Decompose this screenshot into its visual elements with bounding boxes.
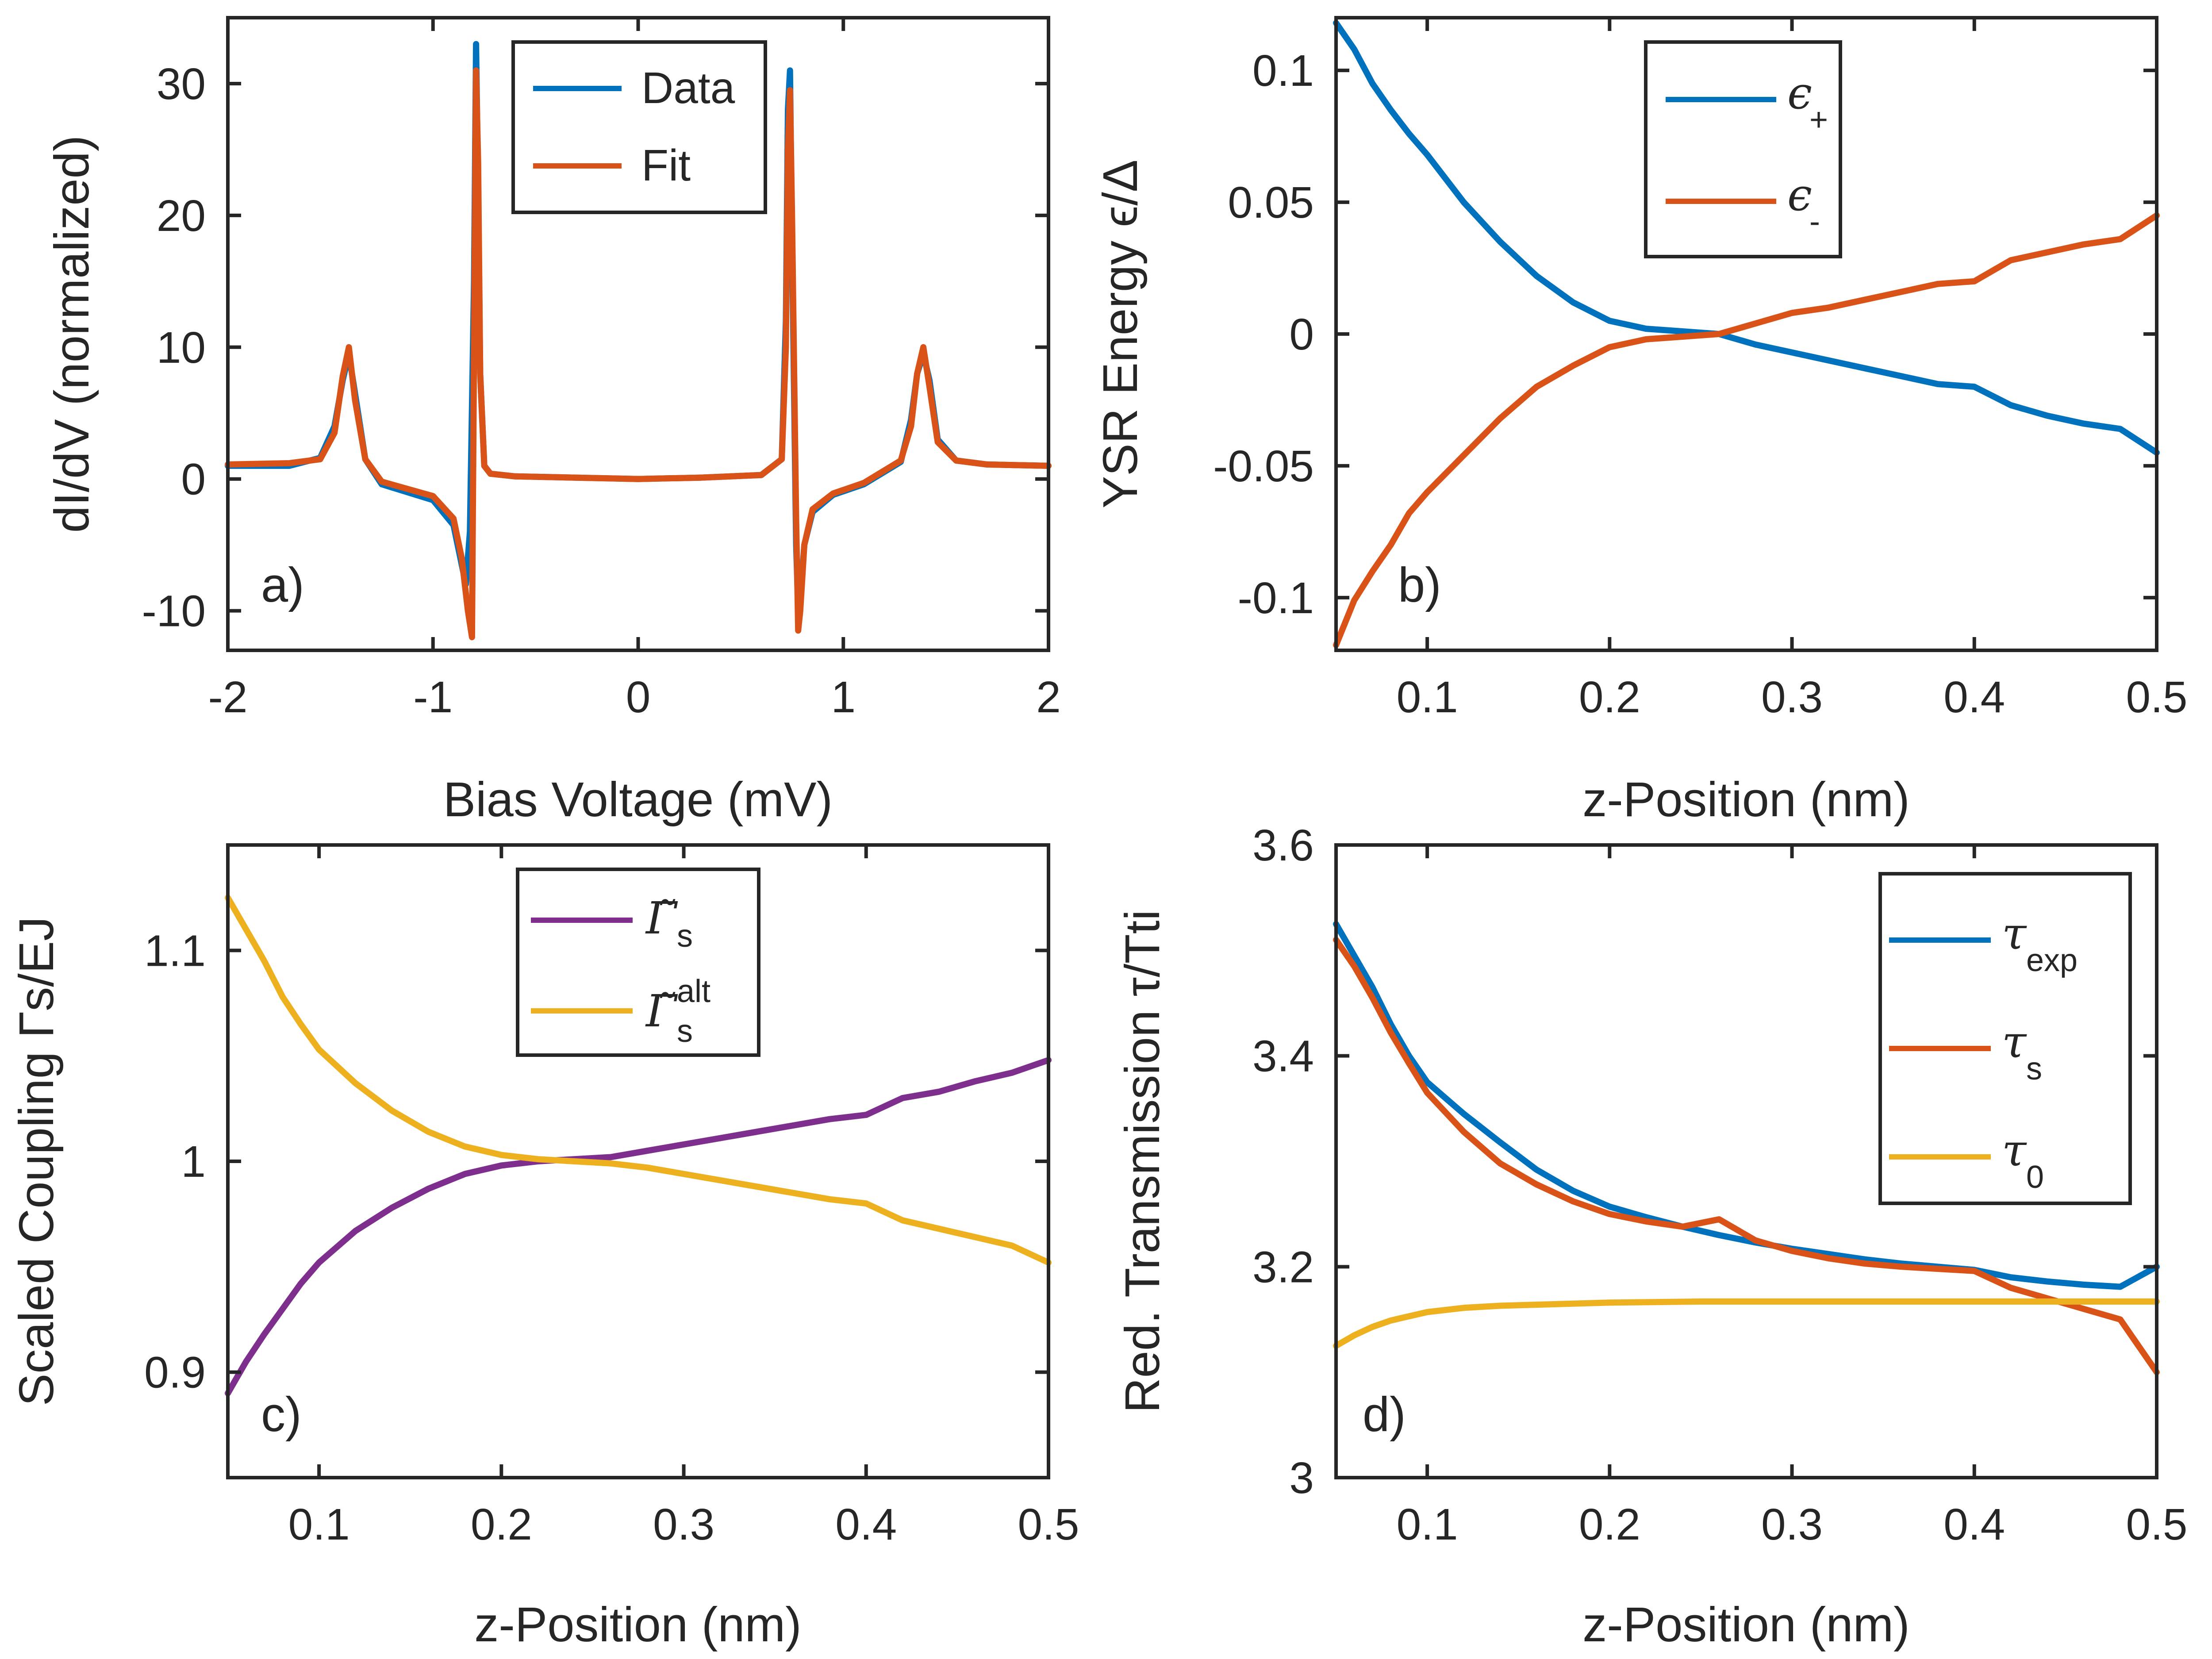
panel-d-ytick-label: 3.4: [1252, 1032, 1314, 1081]
panel-b-legend: ϵ + ϵ -: [1644, 40, 1842, 258]
panel-c-axes-frame: [226, 843, 1050, 1479]
panel-b-series-group: [1333, 19, 2160, 649]
panel-b-axes-frame: [1334, 16, 2158, 652]
panel-c-legend-sub-gamma-alt: s: [677, 1014, 693, 1049]
panel-b-ytick-label: -0.1: [1238, 573, 1314, 623]
panel-d-legend-sub-texp: exp: [2026, 943, 2078, 978]
panel-a-ytick-label: 10: [157, 323, 206, 373]
panel-c-ytick-label: 1.1: [144, 926, 206, 975]
panel-d-series-s-line: [1333, 937, 2160, 1375]
panel-c-legend: Γ̃ s Γ̃ s alt: [516, 868, 760, 1057]
panel-b-legend-label-eplus: ϵ: [1787, 67, 1812, 119]
panel-b-ticks-group: 0.1 0.2 0.3 0.4 0.5 -0.1 -0.05 0 0.05 0.1: [1213, 18, 2188, 722]
panel-c-legend-sup-gamma-alt: alt: [677, 974, 710, 1009]
panel-b-xtick-label: 0.4: [1943, 672, 2005, 722]
panel-b-legend-sub-eminus: -: [1809, 204, 1820, 239]
panel-a-series-group: [225, 41, 1052, 641]
panel-a-legend: Data Fit: [511, 40, 767, 214]
panel-a-legend-label-fit: Fit: [641, 141, 691, 190]
panel-b-xtick-label: 0.3: [1761, 672, 1823, 722]
panel-b-label: b): [1398, 558, 1441, 612]
panel-d-ylabel: Red. Transmission τ/Tti: [1115, 910, 1170, 1413]
panel-b-series-series-line: [1333, 212, 2160, 649]
panel-b-ylabel: YSR Energy ϵ/Δ: [1093, 160, 1148, 508]
panel-d-series-group: [1333, 921, 2160, 1375]
panel-d-legend-sub-t0: 0: [2026, 1160, 2044, 1195]
panel-c-xtick-label: 0.3: [653, 1500, 714, 1549]
panel-a-xlabel: Bias Voltage (mV): [443, 772, 833, 827]
panel-a-legend-label-data: Data: [641, 63, 735, 113]
panel-c-series-group: [225, 895, 1052, 1397]
panel-d-legend-sub-ts: s: [2026, 1051, 2042, 1087]
panel-d-ytick-label: 3.2: [1252, 1242, 1314, 1292]
panel-c-xtick-label: 0.5: [1018, 1500, 1079, 1549]
panel-c-legend-label-gamma-alt: Γ̃: [645, 985, 678, 1037]
panel-d: 0.1 0.2 0.3 0.4 0.5 3 3.2 3.4 3.6 z-Position (nm…: [1115, 821, 2188, 1652]
panel-d-axes-frame: [1334, 843, 2158, 1479]
panel-d-ytick-label: 3: [1289, 1453, 1314, 1503]
panel-d-label: d): [1363, 1387, 1406, 1442]
panel-a-ytick-label: 30: [157, 59, 206, 109]
panel-c-ytick-label: 1: [181, 1137, 206, 1187]
panel-b-legend-sub-eplus: +: [1809, 102, 1828, 138]
panel-c-xtick-label: 0.2: [471, 1500, 532, 1549]
panel-b-ytick-label: 0: [1289, 310, 1314, 359]
panel-d-xtick-label: 0.2: [1579, 1500, 1640, 1549]
panel-b-xtick-label: 0.5: [2126, 672, 2187, 722]
panel-d-xtick-label: 0.4: [1943, 1500, 2005, 1549]
panel-b-xtick-label: 0.1: [1397, 672, 1458, 722]
panel-a-legend-box: [511, 40, 767, 214]
panel-a-xtick-label: 2: [1036, 672, 1061, 722]
panel-d-xtick-label: 0.1: [1397, 1500, 1458, 1549]
panel-c-xtick-label: 0.4: [835, 1500, 897, 1549]
panel-c-ticks-group: 0.1 0.2 0.3 0.4 0.5 0.9 1 1.1: [144, 845, 1079, 1549]
panel-a-xtick-label: 1: [831, 672, 856, 722]
panel-d-legend-label-ts: τ: [2002, 1016, 2027, 1068]
panel-c-legend-label-gamma: Γ̃: [645, 892, 678, 944]
panel-d-xlabel: z-Position (nm): [1582, 1598, 1910, 1652]
panel-a-series-fit-line: [225, 67, 1052, 641]
panel-a-ytick-label: 0: [181, 455, 206, 504]
panel-c-series-s-alt-line: [225, 895, 1052, 1266]
panel-a-ytick-label: 20: [157, 191, 206, 241]
panel-d-legend-label-texp: τ: [2002, 908, 2027, 960]
panel-d-series-0-line: [1333, 1298, 2160, 1349]
panel-c-legend-sub-gamma: s: [677, 918, 693, 954]
panel-d-legend: τ exp τ s τ 0: [1878, 872, 2132, 1205]
panel-c-ytick-label: 0.9: [144, 1348, 206, 1398]
panel-b-ytick-label: 0.05: [1228, 178, 1314, 227]
panel-c-ylabel: Scaled Coupling Γs/EJ: [9, 917, 64, 1406]
panel-c-xtick-label: 0.1: [288, 1500, 350, 1549]
panel-d-xtick-label: 0.5: [2126, 1500, 2187, 1549]
panel-a-xtick-label: -1: [413, 672, 453, 722]
panel-b-ytick-label: -0.05: [1213, 442, 1314, 491]
panel-a-label: a): [261, 558, 304, 612]
panel-b-ytick-label: 0.1: [1252, 46, 1314, 96]
panel-c-series-s-line: [225, 1057, 1052, 1397]
panel-b-xtick-label: 0.2: [1579, 672, 1640, 722]
panel-d-legend-box: [1878, 872, 2132, 1205]
panel-c-legend-box: [516, 868, 760, 1057]
panel-a-ylabel: dI/dV (normalized): [45, 135, 99, 533]
panel-a-axes-frame: [226, 16, 1050, 652]
panel-a-xtick-label: -2: [208, 672, 248, 722]
panel-b: 0.1 0.2 0.3 0.4 0.5 -0.1 -0.05 0 0.05 0.1 z-Posit…: [1093, 16, 2188, 827]
panel-d-legend-label-t0: τ: [2002, 1125, 2027, 1176]
panel-a-xtick-label: 0: [626, 672, 651, 722]
panel-b-xlabel: z-Position (nm): [1582, 772, 1910, 827]
panel-c-label: c): [261, 1387, 302, 1442]
panel-c-xlabel: z-Position (nm): [474, 1598, 802, 1652]
panel-d-series-exp-line: [1333, 921, 2160, 1290]
panel-a-ytick-label: -10: [142, 587, 206, 636]
panel-b-legend-label-eminus: ϵ: [1787, 169, 1812, 221]
panel-b-legend-box: [1644, 40, 1842, 258]
panel-d-ytick-label: 3.6: [1252, 821, 1314, 870]
panel-d-ticks-group: 0.1 0.2 0.3 0.4 0.5 3 3.2 3.4 3.6: [1252, 821, 2188, 1549]
panel-d-xtick-label: 0.3: [1761, 1500, 1823, 1549]
panel-c: 0.1 0.2 0.3 0.4 0.5 0.9 1 1.1 z-Position (nm) S…: [9, 843, 1079, 1652]
